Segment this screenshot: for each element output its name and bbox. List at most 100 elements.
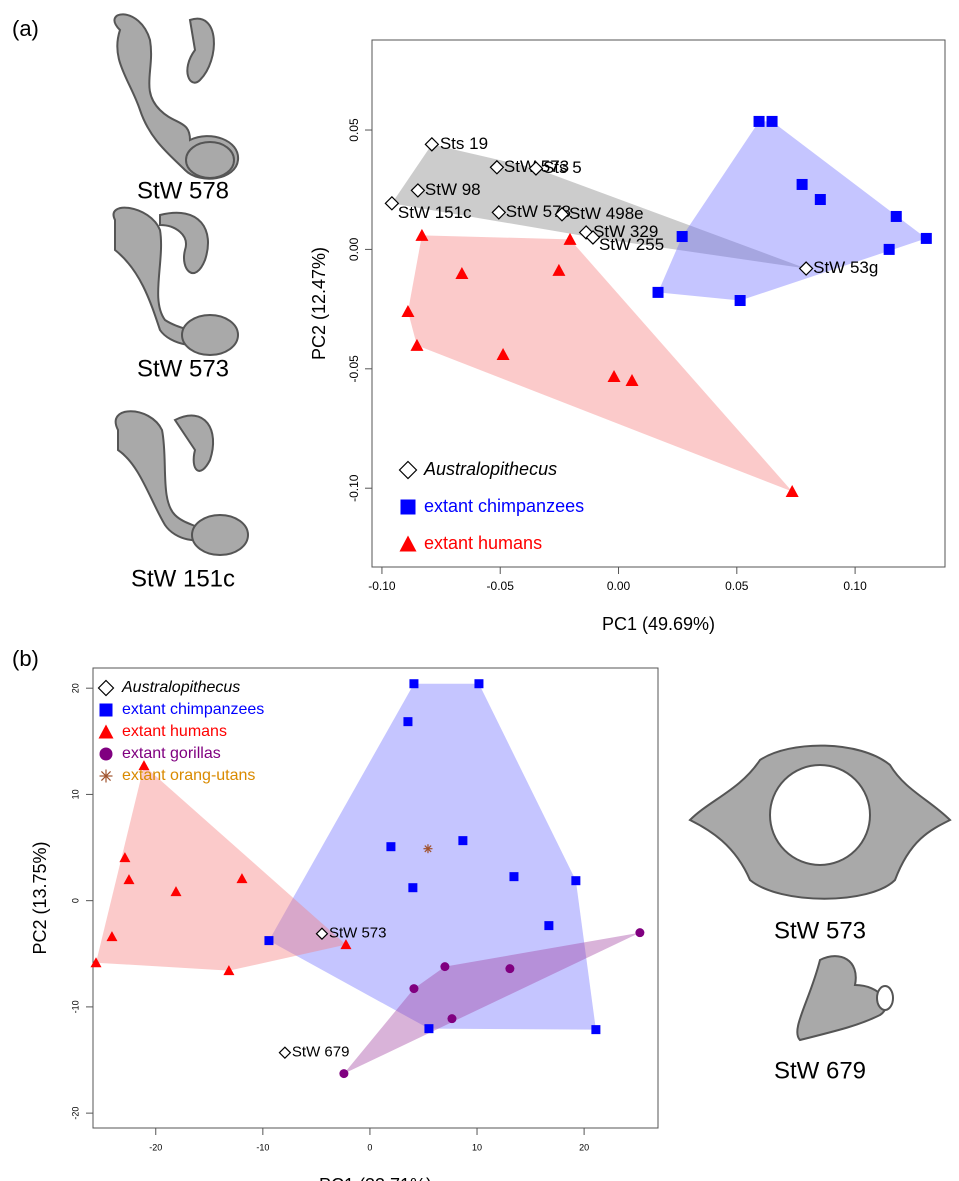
y-axis-label: PC2 (12.47%): [309, 247, 329, 360]
specimen-caption: StW 573: [137, 355, 229, 382]
legend-label: extant orang-utans: [122, 767, 255, 784]
marker-triangle: [138, 760, 150, 771]
marker-diamond: [491, 205, 507, 220]
marker-square: [920, 232, 932, 244]
x-tick-label: -10: [256, 1142, 269, 1152]
marker-triangle: [785, 485, 799, 498]
convex-hull: [95, 765, 346, 971]
point-label: StW 578: [506, 202, 571, 221]
legend-label: extant chimpanzees: [424, 496, 584, 516]
marker-triangle: [223, 965, 235, 976]
convex-hull: [658, 121, 927, 301]
specimen-caption: StW 578: [137, 177, 229, 204]
marker-triangle: [123, 874, 135, 885]
star-stroke: [100, 770, 112, 782]
legend-label: extant chimpanzees: [122, 701, 264, 718]
marker-square: [652, 286, 664, 298]
marker-square: [571, 876, 581, 886]
render-atlas-stw679: [796, 955, 894, 1042]
x-axis-label: PC1 (49.69%): [602, 614, 715, 634]
point-label: StW 679: [292, 1044, 350, 1061]
star-stroke: [424, 845, 432, 853]
y-tick-label: 0: [70, 898, 80, 903]
marker-square: [544, 921, 554, 931]
marker-triangle: [399, 535, 417, 552]
marker-circle: [99, 747, 113, 761]
marker-triangle: [607, 369, 621, 382]
render-atlas-stw573: [688, 744, 952, 900]
marker-square: [424, 1024, 434, 1034]
marker-square: [386, 842, 396, 852]
x-tick-label: -0.05: [487, 579, 515, 593]
legend-label: Australopithecus: [423, 459, 557, 479]
marker-triangle: [236, 873, 248, 884]
marker-triangle: [455, 267, 469, 280]
marker-triangle: [496, 347, 510, 360]
marker-diamond: [554, 206, 570, 222]
marker-square: [890, 210, 902, 222]
marker-square: [814, 194, 826, 206]
marker-square: [408, 883, 418, 893]
point-label: StW 573: [329, 925, 387, 942]
render-stw151c: [114, 410, 249, 556]
marker-triangle: [563, 232, 577, 245]
y-axis-label: PC2 (13.75%): [30, 841, 50, 954]
point-label: Sts 19: [440, 134, 488, 153]
marker-triangle: [106, 931, 118, 942]
marker-diamond: [410, 183, 426, 198]
marker-square: [474, 679, 484, 689]
plot-frame: [371, 39, 946, 568]
marker-square: [766, 115, 778, 127]
marker-square: [676, 231, 688, 243]
x-tick-label: 0.00: [607, 579, 631, 593]
convex-hull: [343, 932, 640, 1074]
legend-label: Australopithecus: [121, 679, 240, 696]
marker-diamond: [384, 195, 400, 211]
plot-frame: [92, 667, 659, 1129]
marker-star: [99, 769, 113, 783]
y-tick-label: -0.05: [347, 355, 361, 383]
marker-diamond: [489, 159, 505, 175]
point-label: StW 53g: [813, 258, 878, 277]
x-tick-label: 0.05: [725, 579, 749, 593]
marker-diamond: [424, 137, 440, 152]
marker-triangle: [625, 374, 639, 387]
y-tick-label: 20: [70, 683, 80, 693]
y-tick-label: 10: [70, 789, 80, 799]
x-axis-label: PC1 (33.71%): [319, 1175, 432, 1181]
render-stw573: [112, 206, 239, 356]
marker-square: [99, 703, 113, 717]
y-tick-label: 0.00: [347, 237, 361, 261]
x-tick-label: 10: [472, 1142, 482, 1152]
marker-triangle: [410, 338, 424, 351]
marker-triangle: [340, 939, 352, 950]
marker-circle: [339, 1069, 349, 1079]
specimen-caption: StW 151c: [131, 565, 235, 592]
marker-diamond: [315, 927, 329, 941]
marker-square: [403, 717, 413, 727]
marker-diamond: [585, 230, 601, 245]
convex-hull: [268, 683, 596, 1030]
point-label: StW 498e: [569, 204, 644, 223]
marker-square: [753, 115, 765, 127]
marker-triangle: [415, 228, 429, 241]
marker-triangle: [119, 852, 131, 863]
marker-diamond: [528, 161, 544, 176]
marker-square: [400, 499, 416, 515]
y-tick-label: -10: [70, 1000, 80, 1013]
marker-triangle: [170, 886, 182, 897]
specimen-caption: StW 679: [774, 1057, 866, 1084]
marker-diamond: [398, 460, 418, 480]
marker-square: [591, 1025, 601, 1035]
marker-circle: [447, 1014, 457, 1024]
marker-triangle: [401, 304, 415, 317]
marker-triangle: [552, 263, 566, 276]
point-label: Sts 5: [543, 158, 582, 177]
point-label: StW 329: [593, 222, 658, 241]
marker-circle: [409, 984, 419, 994]
render-stw578: [113, 13, 240, 180]
marker-square: [883, 243, 895, 255]
marker-diamond: [278, 1046, 292, 1060]
convex-hull: [391, 144, 807, 269]
